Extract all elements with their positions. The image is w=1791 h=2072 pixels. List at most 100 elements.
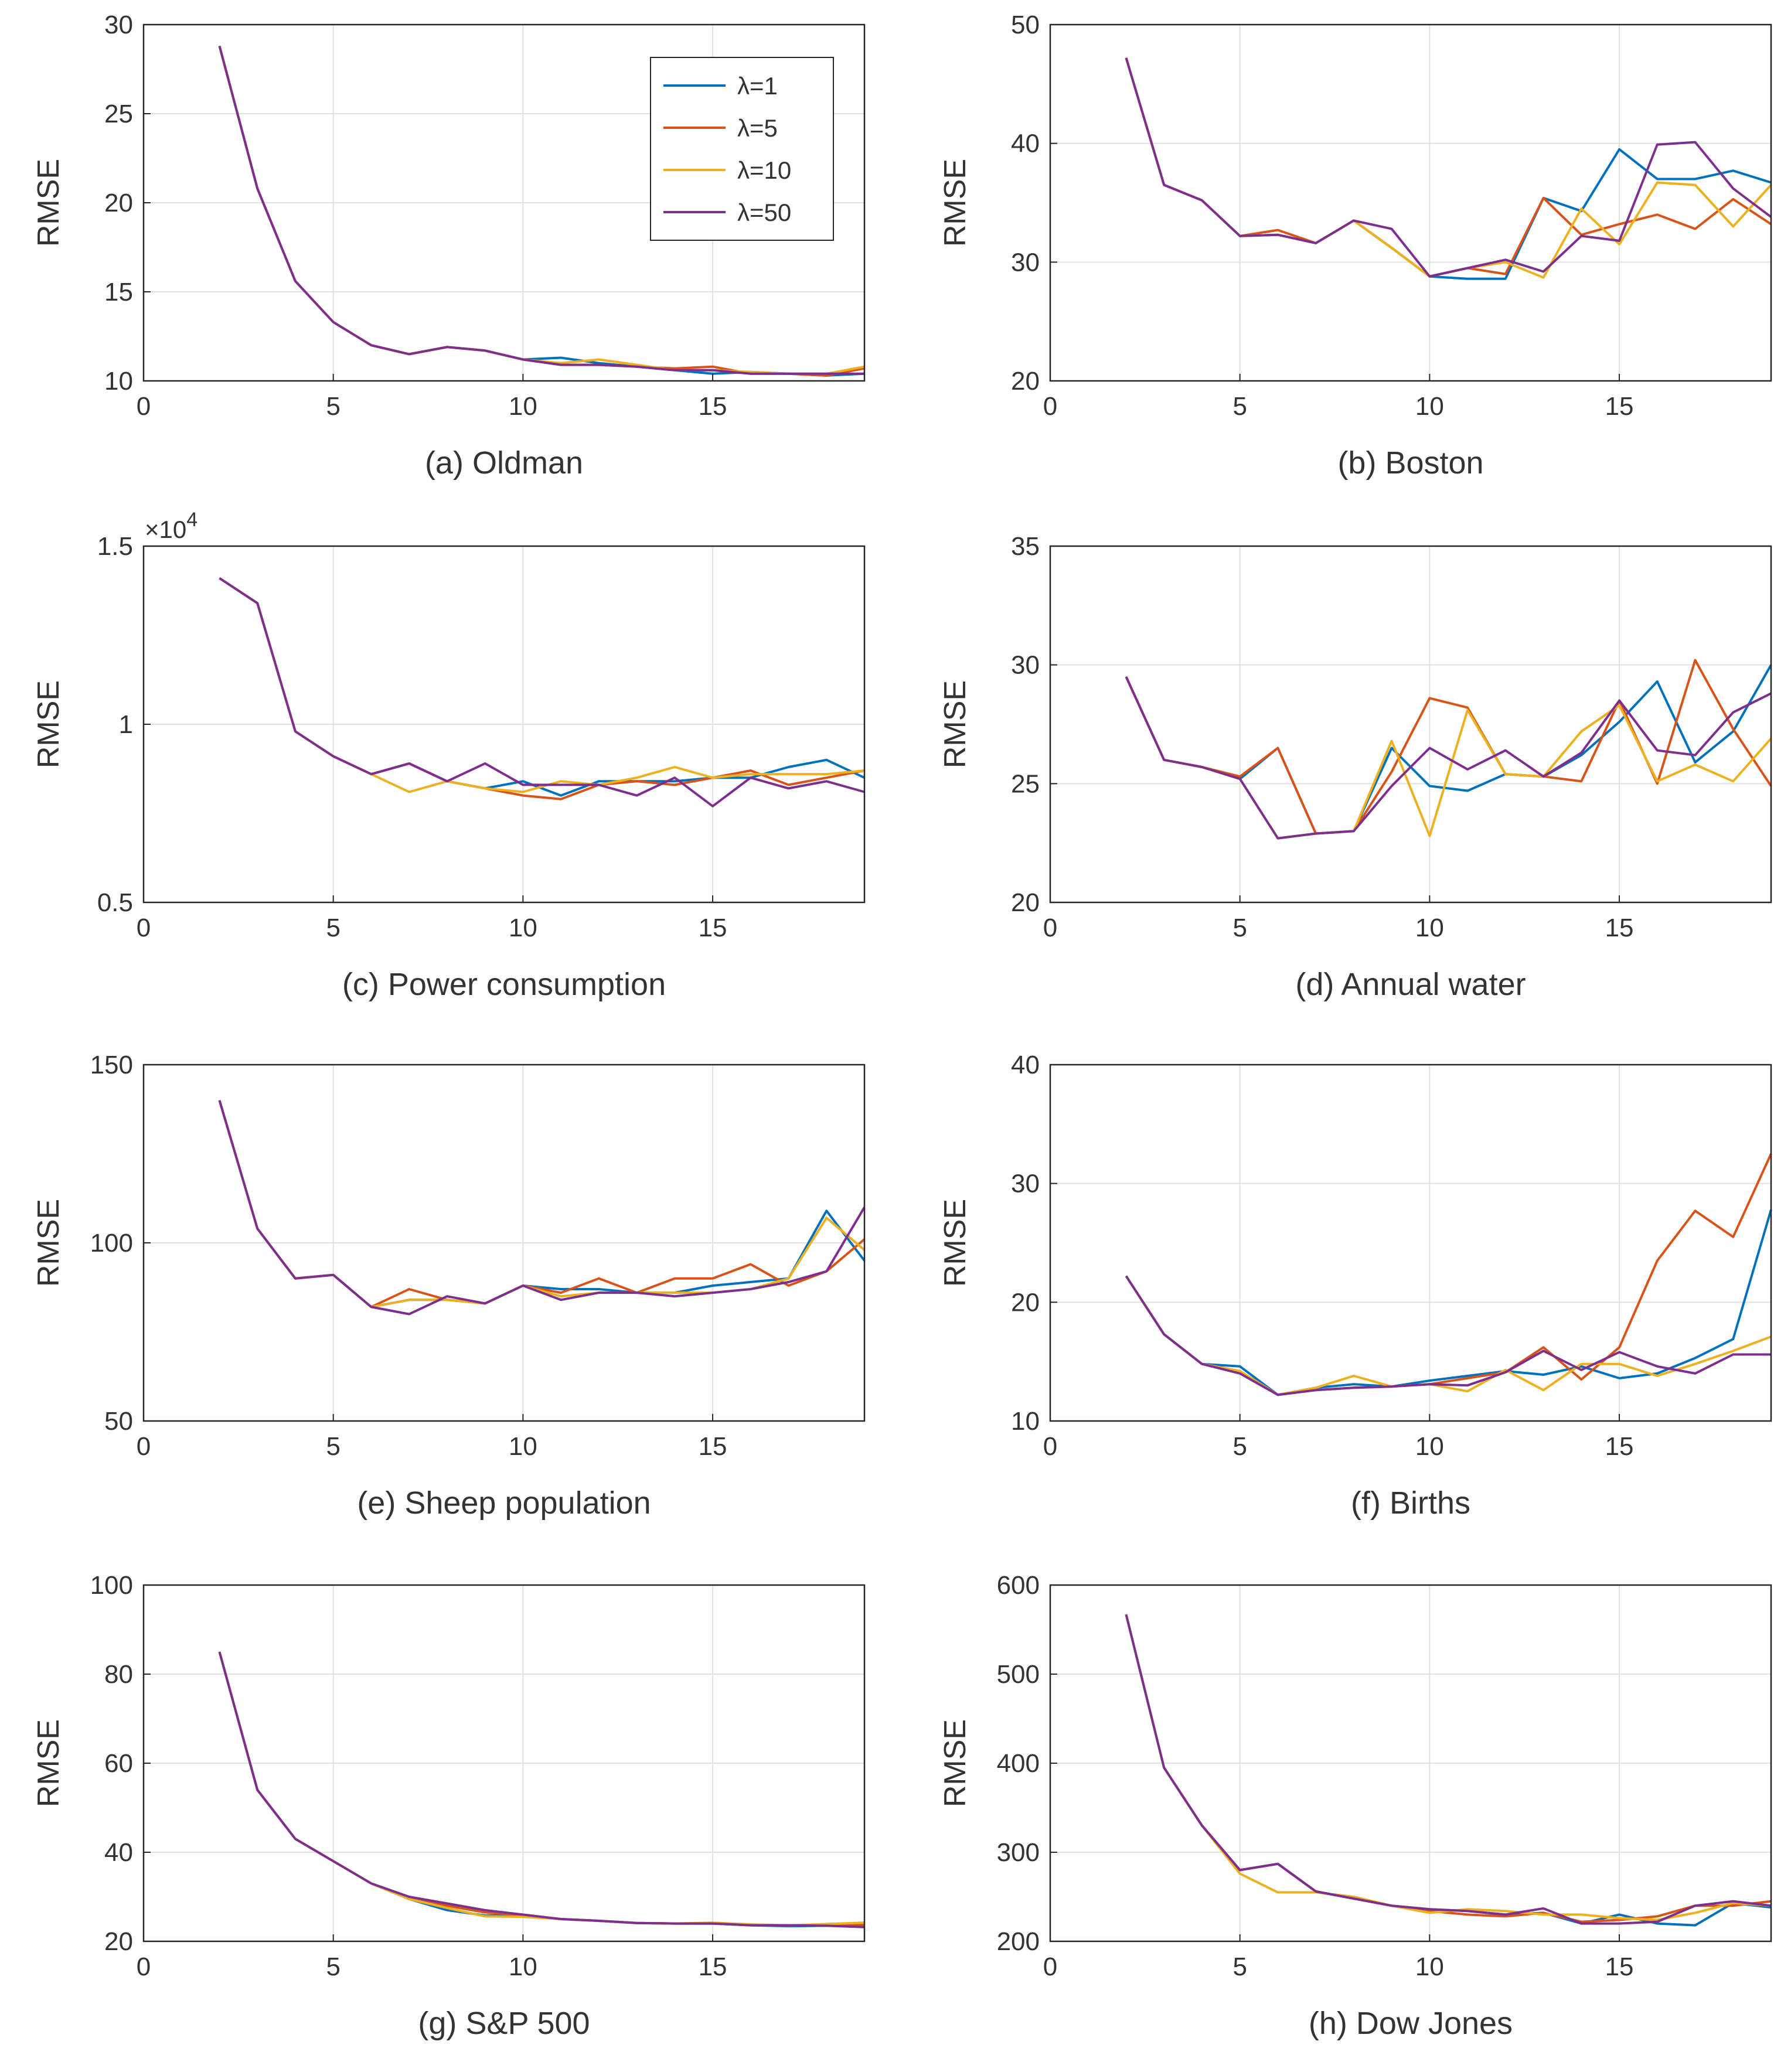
series-line-lambda-1 [1125,1614,1772,1927]
series-line-lambda-50 [1125,1614,1772,1925]
x-tick-label: 0 [137,1432,151,1461]
x-tick-label: 10 [509,1952,537,1981]
subplot-caption: (f) Births [1351,1485,1470,1521]
series-line-lambda-50 [1125,676,1772,840]
y-tick-label: 150 [90,1051,133,1079]
series-line-lambda-5 [1125,1153,1772,1396]
series-line-lambda-5 [1125,57,1772,278]
x-tick-label: 5 [326,1432,340,1461]
subplot-2: 0 5 10 15 20 30 40 50 RMSE (b) Boston [938,11,1772,480]
x-tick-label: 10 [509,914,537,942]
y-tick-label: 10 [104,367,133,396]
x-tick-label: 0 [1043,392,1057,421]
y-tick-label: 600 [997,1571,1040,1600]
axes-box [1049,1064,1772,1422]
y-tick-label: 40 [1011,1051,1040,1079]
series-line-lambda-5 [1125,1614,1772,1923]
series-line-lambda-50 [1125,57,1772,278]
x-tick-label: 15 [1605,914,1634,942]
x-tick-label: 10 [1415,1952,1444,1981]
y-tick-label: 200 [997,1927,1040,1956]
axes-box [1049,23,1772,382]
y-tick-label: 400 [997,1749,1040,1778]
series-line-lambda-10 [218,1651,865,1927]
y-tick-label: 20 [1011,1288,1040,1317]
x-tick-label: 10 [1415,392,1444,421]
x-tick-label: 5 [1232,1432,1247,1461]
x-tick-label: 15 [699,392,727,421]
series-line-lambda-1 [1125,664,1772,835]
series-line-lambda-50 [218,45,864,375]
x-tick-label: 5 [1232,392,1247,421]
x-tick-label: 5 [1232,1952,1247,1981]
subplot-8: 0 5 10 15 200 300 400 500 600 RMSE (h) Dow Jones [938,1571,1772,2041]
subplot-6: 0 5 10 15 10 20 30 40 RMSE (f) Births [938,1051,1772,1521]
y-axis-label: RMSE [938,1199,972,1287]
x-tick-label: 0 [1043,1432,1057,1461]
series-line-lambda-10 [219,577,865,793]
x-tick-label: 0 [137,914,151,942]
y-tick-label: 30 [1011,248,1040,277]
y-tick-label: 30 [104,11,133,39]
x-tick-label: 10 [1415,914,1444,942]
subplot-3: 0 5 10 15 0.5 1 1.5 RMSE (c) Power consumption ×1… [32,509,866,1002]
subplot-caption: (h) Dow Jones [1309,2006,1513,2041]
x-tick-label: 5 [326,914,340,942]
x-tick-label: 15 [1605,1952,1634,1981]
legend-box [650,57,834,241]
y-axis-label: RMSE [32,1719,66,1807]
legend-label: λ=5 [737,114,778,142]
subplot-caption: (a) Oldman [425,445,583,480]
x-tick-label: 0 [137,1952,151,1981]
y-axis-label: RMSE [32,1199,66,1287]
y-tick-label: 25 [1011,769,1040,798]
y-tick-label: 100 [90,1229,133,1257]
x-tick-label: 0 [1043,1952,1057,1981]
y-axis-label: RMSE [32,680,66,768]
series-line-lambda-50 [218,1100,866,1316]
legend-label: λ=50 [737,199,791,226]
series-line-lambda-10 [1125,57,1772,279]
series-line-lambda-10 [1125,1275,1772,1396]
x-tick-label: 5 [326,1952,340,1981]
y-tick-label: 15 [104,278,133,306]
y-tick-label: 40 [104,1838,133,1867]
series-line-lambda-50 [218,1651,865,1928]
y-tick-label: 1.5 [97,532,133,561]
x-tick-label: 10 [509,1432,537,1461]
y-axis-label: RMSE [938,1719,972,1807]
series-line-lambda-1 [218,1651,864,1928]
y-tick-label: 100 [90,1571,133,1600]
series-line-lambda-5 [218,1651,865,1927]
axis-multiplier: ×104 [145,509,198,543]
subplot-caption: (d) Annual water [1295,967,1526,1002]
y-axis-label: RMSE [32,159,66,247]
y-tick-label: 20 [1011,888,1040,917]
series-line-lambda-1 [219,577,865,797]
subplot-caption: (c) Power consumption [342,967,666,1002]
series-line-lambda-50 [1125,1275,1771,1396]
axis-multiplier-base: ×10 [145,516,186,543]
axes-box [1049,545,1772,904]
x-tick-label: 15 [699,1432,727,1461]
y-tick-label: 20 [104,189,133,217]
series-line-lambda-5 [1125,659,1772,835]
y-tick-label: 50 [1011,11,1040,39]
x-tick-label: 15 [699,914,727,942]
x-tick-label: 5 [1232,914,1247,942]
x-tick-label: 15 [1605,392,1634,421]
series-line-lambda-1 [1125,57,1772,280]
y-tick-label: 40 [1011,130,1040,158]
subplot-caption: (e) Sheep population [357,1485,651,1521]
y-tick-label: 1 [119,710,133,739]
x-tick-label: 15 [1605,1432,1634,1461]
y-tick-label: 35 [1011,532,1040,561]
y-tick-label: 60 [104,1749,133,1778]
y-axis-label: RMSE [938,159,972,247]
y-tick-label: 20 [104,1927,133,1956]
x-tick-label: 15 [699,1952,727,1981]
y-tick-label: 30 [1011,651,1040,680]
y-axis-label: RMSE [938,680,972,768]
y-tick-label: 50 [104,1407,133,1436]
